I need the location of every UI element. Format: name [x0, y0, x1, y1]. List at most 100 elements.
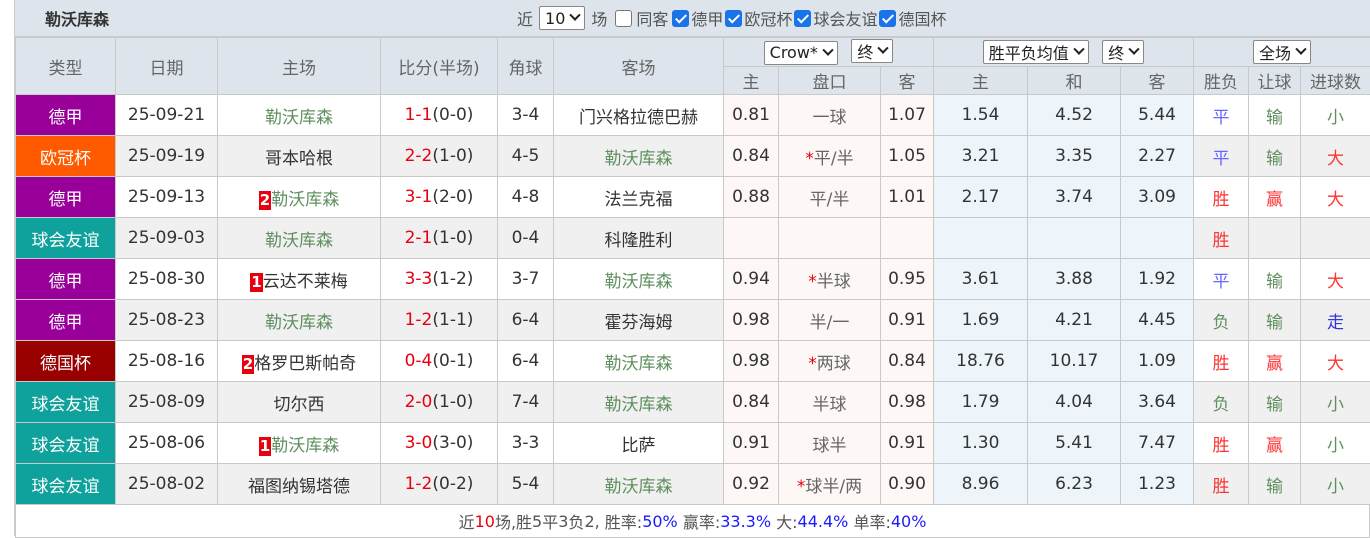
euro-select[interactable]: 胜平负均值: [983, 40, 1089, 64]
euro-away-odds: 2.27: [1121, 136, 1194, 177]
asian-home-odds: 0.91: [724, 423, 779, 464]
away-team[interactable]: 科隆胜利: [554, 218, 724, 259]
home-team[interactable]: 哥本哈根: [218, 136, 381, 177]
euro-away-odds: 7.47: [1121, 423, 1194, 464]
away-team[interactable]: 勒沃库森: [554, 136, 724, 177]
score[interactable]: 3-0(3-0): [381, 423, 498, 464]
table-row[interactable]: 德国杯 25-08-16 2格罗巴斯帕奇 0-4(0-1) 6-4 勒沃库森 0…: [16, 341, 1370, 382]
home-team[interactable]: 切尔西: [218, 382, 381, 423]
handicap[interactable]: 半球: [779, 382, 881, 423]
home-team[interactable]: 1勒沃库森: [218, 423, 381, 464]
table-row[interactable]: 欧冠杯 25-09-19 哥本哈根 2-2(1-0) 4-5 勒沃库森 0.84…: [16, 136, 1370, 177]
asian-home-odds: 0.88: [724, 177, 779, 218]
handicap-result: 输: [1249, 259, 1301, 300]
away-team[interactable]: 勒沃库森: [554, 382, 724, 423]
league-checkbox[interactable]: [725, 10, 742, 27]
score[interactable]: 3-3(1-2): [381, 259, 498, 300]
euro-draw-odds: [1028, 218, 1121, 259]
home-team-name: 勒沃库森: [271, 190, 339, 210]
away-team[interactable]: 法兰克福: [554, 177, 724, 218]
corners: 7-4: [498, 382, 554, 423]
score[interactable]: 2-2(1-0): [381, 136, 498, 177]
score[interactable]: 0-4(0-1): [381, 341, 498, 382]
match-result: 负: [1194, 382, 1249, 423]
league-checkbox[interactable]: [879, 10, 896, 27]
league-type[interactable]: 德甲: [16, 95, 116, 136]
match-result: 平: [1194, 95, 1249, 136]
goals-result: 小: [1301, 382, 1370, 423]
table-row[interactable]: 德甲 25-08-23 勒沃库森 1-2(1-1) 6-4 霍芬海姆 0.98 …: [16, 300, 1370, 341]
handicap-value: 球半/两: [805, 477, 862, 497]
euro-away-odds: 1.23: [1121, 464, 1194, 505]
euro-final-select[interactable]: 终: [1102, 40, 1144, 64]
score[interactable]: 1-2(1-1): [381, 300, 498, 341]
away-team[interactable]: 勒沃库森: [554, 464, 724, 505]
handicap[interactable]: 平/半: [779, 177, 881, 218]
summary-text: 单率:: [848, 509, 890, 533]
league-checkbox[interactable]: [794, 10, 811, 27]
company-select[interactable]: Crow*: [764, 41, 838, 65]
handicap-result: 赢: [1249, 177, 1301, 218]
table-row[interactable]: 球会友谊 25-09-03 勒沃库森 2-1(1-0) 0-4 科隆胜利 胜: [16, 218, 1370, 259]
home-team[interactable]: 勒沃库森: [218, 300, 381, 341]
handicap[interactable]: 球半: [779, 423, 881, 464]
league-type[interactable]: 球会友谊: [16, 423, 116, 464]
col-euro-draw: 和: [1028, 67, 1121, 95]
home-team-name: 切尔西: [274, 395, 325, 415]
handicap[interactable]: 半/一: [779, 300, 881, 341]
table-row[interactable]: 球会友谊 25-08-06 1勒沃库森 3-0(3-0) 3-3 比萨 0.91…: [16, 423, 1370, 464]
home-team[interactable]: 勒沃库森: [218, 218, 381, 259]
league-type[interactable]: 球会友谊: [16, 218, 116, 259]
handicap[interactable]: *两球: [779, 341, 881, 382]
league-type[interactable]: 球会友谊: [16, 382, 116, 423]
table-row[interactable]: 德甲 25-09-21 勒沃库森 1-1(0-0) 3-4 门兴格拉德巴赫 0.…: [16, 95, 1370, 136]
away-team[interactable]: 比萨: [554, 423, 724, 464]
score[interactable]: 2-0(1-0): [381, 382, 498, 423]
league-type[interactable]: 德甲: [16, 259, 116, 300]
score[interactable]: 1-2(0-2): [381, 464, 498, 505]
period-select[interactable]: 全场: [1253, 40, 1311, 64]
star-marker: *: [805, 149, 814, 169]
summary-draws: 3: [558, 512, 568, 531]
league-type[interactable]: 德国杯: [16, 341, 116, 382]
league-type[interactable]: 德甲: [16, 177, 116, 218]
league-type[interactable]: 球会友谊: [16, 464, 116, 505]
table-row[interactable]: 球会友谊 25-08-09 切尔西 2-0(1-0) 7-4 勒沃库森 0.84…: [16, 382, 1370, 423]
same-home-label: 同客: [636, 6, 668, 30]
company-select-value: Crow*: [770, 43, 818, 62]
asian-home-odds: 0.92: [724, 464, 779, 505]
euro-draw-odds: 3.88: [1028, 259, 1121, 300]
away-team[interactable]: 门兴格拉德巴赫: [554, 95, 724, 136]
score[interactable]: 3-1(2-0): [381, 177, 498, 218]
handicap-value: 一球: [813, 108, 847, 128]
match-count-select[interactable]: 10: [539, 6, 585, 30]
score[interactable]: 1-1(0-0): [381, 95, 498, 136]
same-home-checkbox[interactable]: [615, 10, 632, 27]
handicap[interactable]: [779, 218, 881, 259]
home-team[interactable]: 勒沃库森: [218, 95, 381, 136]
away-team[interactable]: 勒沃库森: [554, 259, 724, 300]
home-team[interactable]: 2格罗巴斯帕奇: [218, 341, 381, 382]
handicap[interactable]: *平/半: [779, 136, 881, 177]
handicap[interactable]: *球半/两: [779, 464, 881, 505]
table-row[interactable]: 球会友谊 25-08-02 福图纳锡塔德 1-2(0-2) 5-4 勒沃库森 0…: [16, 464, 1370, 505]
home-team[interactable]: 福图纳锡塔德: [218, 464, 381, 505]
handicap[interactable]: 一球: [779, 95, 881, 136]
table-row[interactable]: 德甲 25-08-30 1云达不莱梅 3-3(1-2) 3-7 勒沃库森 0.9…: [16, 259, 1370, 300]
asian-final-select[interactable]: 终: [851, 39, 893, 63]
col-handicap-result: 让球: [1249, 67, 1301, 95]
away-team[interactable]: 勒沃库森: [554, 341, 724, 382]
handicap[interactable]: *半球: [779, 259, 881, 300]
match-date: 25-09-03: [116, 218, 218, 259]
home-team-name: 勒沃库森: [265, 108, 333, 128]
euro-draw-odds: 6.23: [1028, 464, 1121, 505]
summary-text: 赢率:: [678, 509, 720, 533]
league-checkbox[interactable]: [672, 10, 689, 27]
home-team[interactable]: 2勒沃库森: [218, 177, 381, 218]
score[interactable]: 2-1(1-0): [381, 218, 498, 259]
league-type[interactable]: 欧冠杯: [16, 136, 116, 177]
away-team[interactable]: 霍芬海姆: [554, 300, 724, 341]
home-team[interactable]: 1云达不莱梅: [218, 259, 381, 300]
league-type[interactable]: 德甲: [16, 300, 116, 341]
table-row[interactable]: 德甲 25-09-13 2勒沃库森 3-1(2-0) 4-8 法兰克福 0.88…: [16, 177, 1370, 218]
